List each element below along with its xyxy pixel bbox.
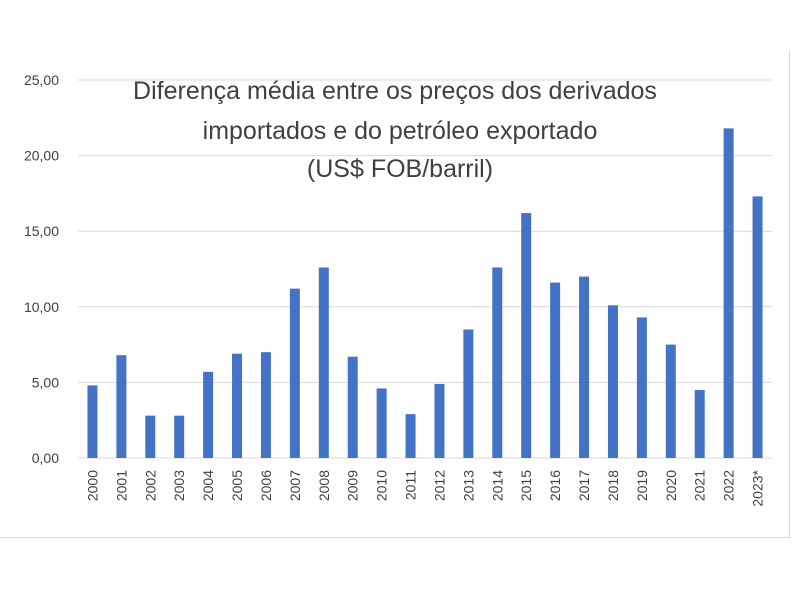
bar-2000 (87, 385, 98, 458)
y-tick-label: 10,00 (24, 299, 59, 315)
x-tick-label: 2011 (403, 470, 419, 500)
x-tick-label: 2002 (142, 470, 158, 501)
x-tick-label: 2012 (431, 470, 447, 501)
chart-title-line-3: (US$ FOB/barril) (306, 155, 494, 183)
bar-2016 (550, 282, 561, 458)
x-tick-label: 2004 (200, 470, 216, 501)
x-tick-label: 2010 (374, 470, 390, 501)
x-tick-label: 2001 (113, 470, 129, 501)
bar-2021 (694, 389, 705, 458)
x-tick-label: 2003 (171, 470, 187, 501)
bar-2014 (492, 267, 503, 458)
x-tick-label: 2018 (605, 470, 621, 501)
x-tick-label: 2019 (634, 470, 650, 501)
bar-2001 (116, 355, 127, 458)
x-tick-label: 2020 (663, 470, 679, 501)
bar-2015 (521, 213, 532, 458)
bar-2023* (752, 196, 763, 458)
x-tick-label: 2005 (229, 470, 245, 501)
x-tick-label: 2009 (345, 470, 361, 501)
x-tick-label: 2021 (692, 470, 708, 501)
bar-2003 (174, 415, 185, 458)
y-tick-label: 25,00 (24, 72, 59, 88)
chart-title-line-1: Diferença média entre os preços dos deri… (133, 77, 657, 105)
x-tick-label: 2017 (576, 470, 592, 501)
x-tick-label: 2013 (460, 470, 476, 501)
bar-2009 (347, 356, 358, 458)
x-tick-label: 2015 (518, 470, 534, 501)
x-tick-label: 2008 (316, 470, 332, 501)
x-tick-label: 2022 (721, 470, 737, 501)
bar-2006 (260, 352, 271, 458)
bar-2017 (579, 276, 590, 458)
y-tick-label: 15,00 (24, 223, 59, 239)
x-tick-label: 2007 (287, 470, 303, 501)
x-axis-ticks: 2000 2001 2002 2003 2004 2005 2006 2007 2008 2009… (84, 469, 765, 506)
gridlines (78, 79, 772, 459)
chart-title-line-2: importados e do petróleo exportado (202, 117, 598, 145)
chart-frame (0, 50, 790, 538)
x-tick-label: 2023* (750, 469, 766, 506)
bar-2022 (723, 128, 734, 458)
x-tick-label: 2016 (547, 470, 563, 501)
y-tick-label: 0,00 (32, 450, 59, 466)
x-tick-label: 2006 (258, 470, 274, 501)
bar-2002 (145, 415, 156, 458)
bar-2004 (203, 371, 214, 458)
bar-2011 (405, 414, 416, 458)
bar-2019 (636, 317, 647, 458)
x-tick-label: 2000 (84, 470, 100, 501)
bar-2013 (463, 329, 474, 458)
bar-2005 (232, 353, 243, 458)
bar-2018 (607, 305, 618, 458)
bar-2020 (665, 344, 676, 458)
bar-2007 (289, 288, 300, 458)
bars (87, 128, 763, 458)
x-tick-label: 2014 (489, 470, 505, 501)
y-axis-ticks: 0,00 5,00 10,00 15,00 20,00 25,00 (24, 72, 59, 466)
y-tick-label: 5,00 (32, 374, 59, 390)
bar-2010 (376, 388, 387, 458)
bar-2008 (318, 267, 329, 458)
bar-2012 (434, 383, 445, 458)
y-tick-label: 20,00 (24, 148, 59, 164)
